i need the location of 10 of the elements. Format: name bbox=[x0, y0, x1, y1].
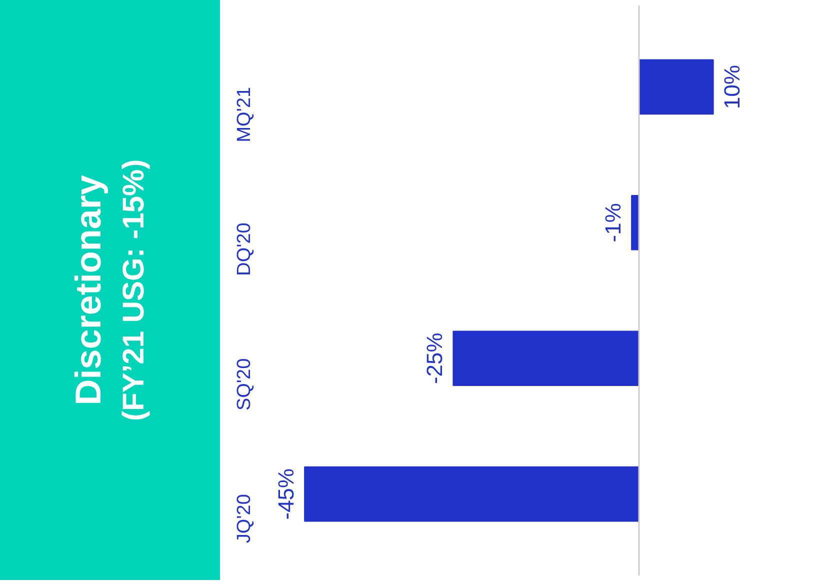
y-tick-label: MQ'21 bbox=[234, 86, 255, 142]
y-tick-label: DQ'20 bbox=[234, 222, 255, 276]
text: Discretionary bbox=[66, 174, 110, 408]
y-tick-label: JQ'20 bbox=[234, 494, 255, 544]
data-label: -1% bbox=[600, 203, 626, 242]
data-label: 10% bbox=[719, 64, 744, 109]
data-label: -45% bbox=[274, 468, 299, 520]
y-tick-label: SQ'20 bbox=[234, 358, 255, 411]
data-label: -25% bbox=[422, 332, 448, 384]
text: (FY’21 USG: -15%) bbox=[117, 159, 152, 421]
